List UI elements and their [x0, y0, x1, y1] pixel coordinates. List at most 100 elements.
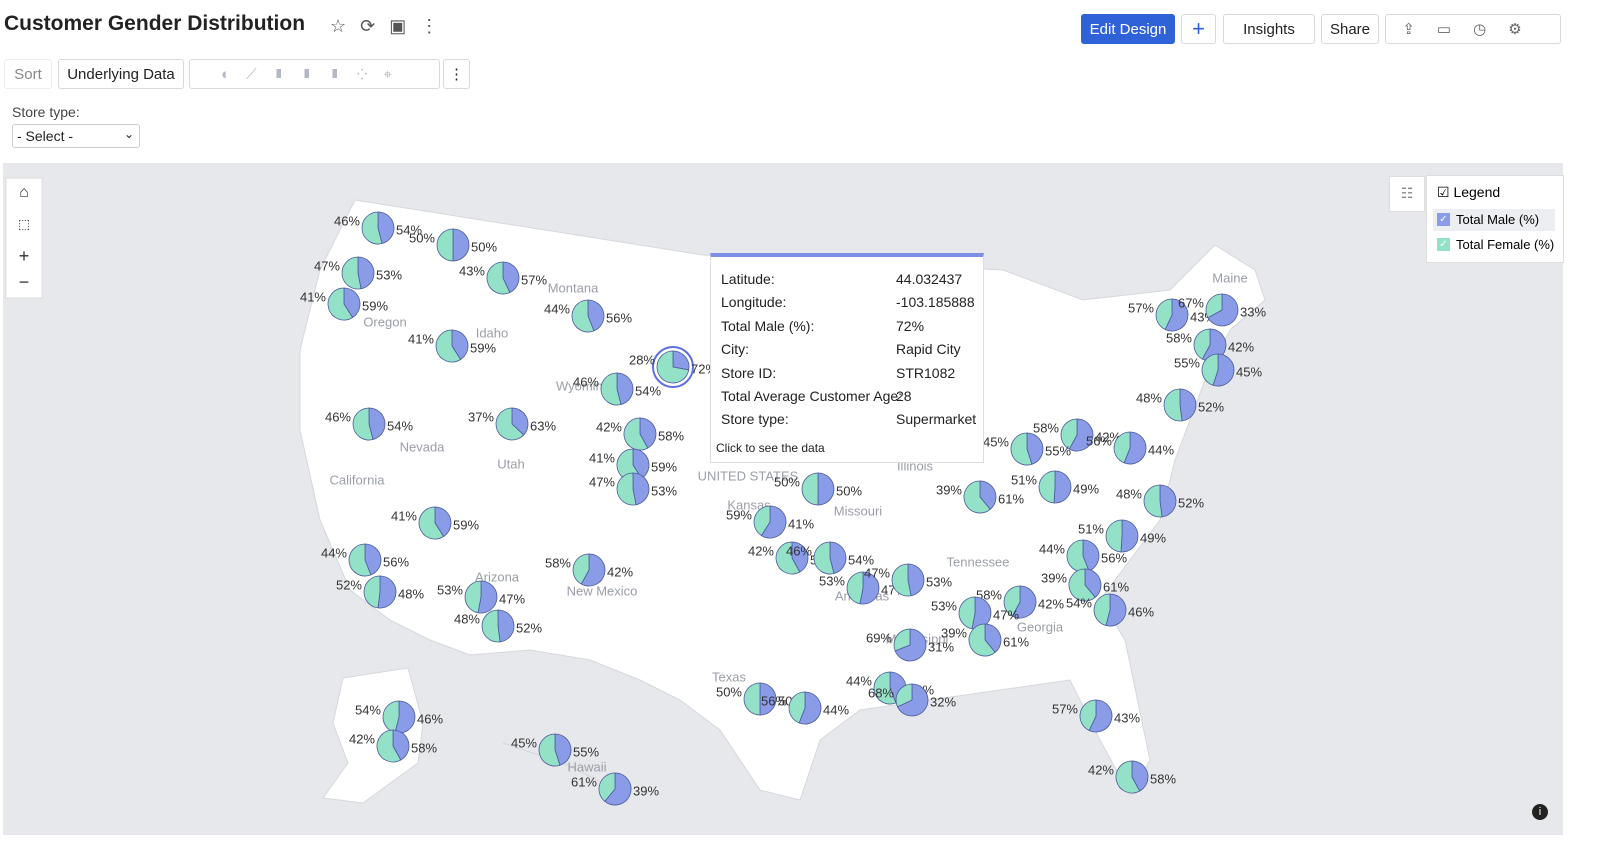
pie-label: 42% [596, 419, 622, 434]
pie[interactable]: 44% 56% [321, 543, 409, 577]
pie-slice [587, 299, 605, 332]
pie[interactable]: 41% 59% [391, 506, 479, 540]
region-label: Nevada [400, 439, 446, 454]
pie[interactable]: 68% 32% [868, 683, 956, 717]
pie[interactable]: 45% 55% [983, 432, 1071, 466]
pie[interactable]: 28%72% [629, 346, 717, 388]
pie-label: 54% [355, 702, 381, 717]
more-button[interactable]: ⋮ [443, 59, 470, 89]
pie-label: 54% [848, 552, 874, 567]
legend-title-row[interactable]: ☑ Legend [1437, 184, 1501, 200]
pie[interactable]: 56% 44% [761, 691, 849, 725]
pie[interactable]: 67% 33% [1178, 293, 1266, 327]
land-contiguous [299, 199, 1266, 801]
underlying-data-button[interactable]: Underlying Data [58, 59, 184, 89]
pie-label: 44% [321, 545, 347, 560]
pie[interactable]: 61% 39% [571, 772, 659, 806]
pie[interactable]: 47% 53% [864, 563, 952, 597]
pie[interactable]: 54% 46% [1066, 593, 1154, 627]
icon-buttons[interactable]: ⇪▭◷⚙ [1385, 14, 1561, 44]
legend-toggle[interactable]: ☷ [1389, 176, 1425, 212]
pie[interactable]: 42% 58% [596, 417, 684, 451]
pie[interactable]: 44% 56% [1039, 539, 1127, 573]
pie-slice [1179, 388, 1197, 422]
tooltip[interactable]: Latitude: 44.032437 Longitude: -103.185888 T… [710, 253, 984, 463]
sort-button[interactable]: Sort [4, 59, 52, 89]
region-label: Utah [497, 456, 524, 471]
pie-slice [801, 472, 819, 506]
pie[interactable]: 41% 59% [300, 287, 388, 321]
pie[interactable]: 37% 63% [468, 407, 556, 441]
info-icon[interactable]: i [1532, 804, 1548, 820]
pie[interactable]: 39% 61% [941, 623, 1029, 657]
svg-text:−: − [19, 272, 30, 292]
pie-slice [495, 407, 525, 441]
pie[interactable]: 46% 54% [573, 372, 661, 406]
pie-highlight [652, 346, 694, 388]
pie-slice [895, 683, 913, 708]
pie[interactable]: 53% 47% [931, 596, 1019, 630]
pie-label: 53% [819, 573, 845, 588]
insights-button[interactable]: Insights [1223, 14, 1315, 44]
pie[interactable]: 42% 58% [1088, 760, 1176, 794]
pie[interactable]: 55% 45% [1174, 353, 1262, 387]
pie[interactable]: 58% 42% [1166, 328, 1254, 362]
pie-label: 57% [1128, 300, 1154, 315]
pie-label: 55% [573, 744, 599, 759]
pie[interactable]: 46% 54% [334, 211, 422, 245]
pie-label: 53% [437, 582, 463, 597]
pie-slice [896, 683, 929, 717]
pie-label: 51% [1078, 521, 1104, 536]
pie[interactable]: 46% 54% [325, 407, 413, 441]
pie[interactable]: 56% 44% [1086, 431, 1174, 465]
pie[interactable]: 47% 53% [589, 472, 677, 506]
pie[interactable]: 69% 31% [866, 628, 954, 662]
title-icons[interactable]: ☆⟳▣⋮ [330, 16, 453, 36]
pie-slice [979, 480, 997, 510]
pie-label: 42% [607, 564, 633, 579]
pie[interactable]: 51% 49% [1078, 519, 1166, 553]
pie-label: 49% [1073, 481, 1099, 496]
pie[interactable]: 42% 58% [349, 729, 437, 763]
pie[interactable]: 53% 47% [437, 580, 525, 614]
pie-label: 43% [459, 263, 485, 278]
pie-label: 44% [544, 301, 570, 316]
pie-slice [1003, 585, 1021, 617]
pie[interactable]: 43% 57% [459, 261, 547, 295]
pie-slice [616, 372, 634, 405]
pie-label: 59% [453, 517, 479, 532]
pie[interactable]: 57% 43% [1052, 699, 1140, 733]
pie-slice [368, 407, 386, 440]
pie[interactable]: 51% 49% [1011, 470, 1099, 504]
legend-item[interactable]: ✓ Total Male (%) [1433, 209, 1555, 231]
add-button[interactable]: + [1181, 14, 1216, 44]
pie[interactable]: 59% 41% [726, 505, 814, 539]
pie-slice [598, 772, 616, 802]
chart-type-icons[interactable]: ◐⟋▮▮▮⁘⌖ [189, 59, 440, 89]
pie[interactable]: 41% 59% [408, 329, 496, 363]
legend-item[interactable]: ✓ Total Female (%) [1433, 234, 1555, 256]
pie-label: 56% [1101, 550, 1127, 565]
pie[interactable]: 50% 50% [774, 472, 862, 506]
share-button[interactable]: Share [1321, 14, 1379, 44]
pie[interactable]: 47% 53% [314, 256, 402, 290]
pie[interactable]: 48% 52% [1116, 484, 1204, 518]
pie[interactable]: 58% 42% [545, 553, 633, 587]
pie[interactable]: 44% 56% [544, 299, 632, 333]
pie[interactable]: 39% 61% [1041, 568, 1129, 602]
pie-slice [1205, 293, 1223, 319]
pie[interactable]: 50% 50% [409, 228, 497, 262]
pie[interactable]: 52% 48% [336, 575, 424, 609]
pie[interactable]: 48% 52% [454, 609, 542, 643]
pie-slice [893, 628, 911, 652]
zoom-controls[interactable]: ⌂ ⬚ + − [5, 177, 43, 299]
legend-swatch: ✓ [1437, 238, 1450, 251]
pie[interactable]: 48% 52% [1136, 388, 1224, 422]
pie[interactable]: 46% 54% [786, 541, 874, 575]
edit-design-button[interactable]: Edit Design [1081, 14, 1175, 44]
pie[interactable]: 39% 61% [936, 480, 1024, 514]
pie[interactable]: 58% 42% [1033, 418, 1121, 452]
pie[interactable]: 45% 55% [511, 733, 599, 767]
filter-select[interactable]: - Select - ⌄ [12, 124, 140, 148]
pie-slice [435, 329, 462, 363]
